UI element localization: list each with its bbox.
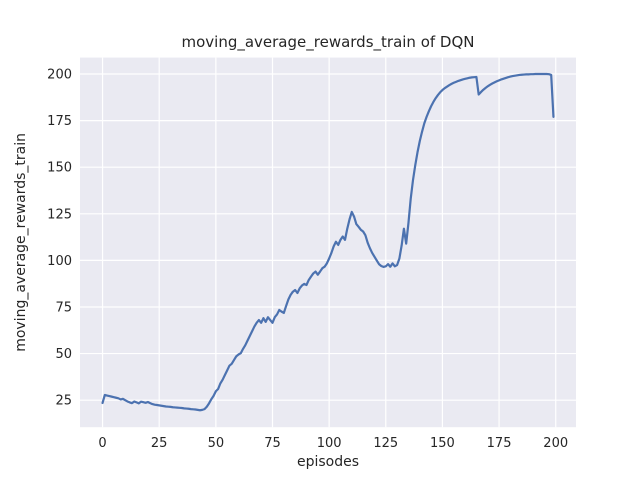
series-line-0 <box>101 72 555 412</box>
y-tick-label-125: 125 <box>47 207 72 222</box>
y-tick-label-75: 75 <box>55 300 72 315</box>
y-tick-label-175: 175 <box>47 114 72 129</box>
axes-background <box>80 57 576 428</box>
x-tick-label-75: 75 <box>264 436 281 451</box>
series-layer <box>101 72 555 412</box>
x-tick-label-50: 50 <box>208 436 225 451</box>
y-tick-label-150: 150 <box>47 161 72 176</box>
y-tick-label-100: 100 <box>47 254 72 269</box>
x-tick-label-25: 25 <box>151 436 168 451</box>
y-tick-label-25: 25 <box>55 394 72 409</box>
x-axis-label: episodes <box>297 454 359 470</box>
x-tick-label-125: 125 <box>373 436 398 451</box>
x-tick-label-175: 175 <box>487 436 512 451</box>
tick-layer: 0 25 50 75 100 125 150 175 200 25 50 75 100 125 150 175… <box>47 68 568 451</box>
x-tick-label-150: 150 <box>430 436 455 451</box>
y-axis-label: moving_average_rewards_train <box>13 133 29 352</box>
x-tick-label-0: 0 <box>98 436 106 451</box>
chart-title: moving_average_rewards_train of DQN <box>181 33 474 52</box>
x-tick-label-100: 100 <box>317 436 342 451</box>
y-tick-label-200: 200 <box>47 68 72 83</box>
x-tick-label-200: 200 <box>543 436 568 451</box>
y-tick-label-50: 50 <box>55 347 72 362</box>
